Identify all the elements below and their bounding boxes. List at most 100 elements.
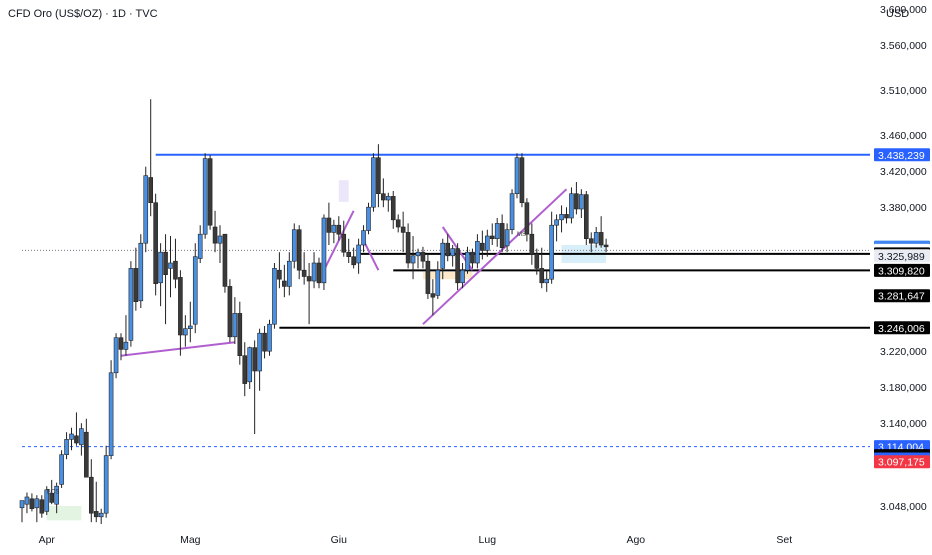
price-tag-bg	[874, 148, 930, 162]
candle-body	[296, 229, 302, 271]
candle-body	[272, 268, 277, 325]
candle-body	[242, 355, 248, 384]
candle-body	[544, 278, 550, 284]
y-tick-label: 3.560,000	[880, 40, 927, 52]
candle-body	[128, 268, 134, 341]
highlight-zone	[46, 506, 82, 521]
candle-body	[598, 232, 604, 246]
candle-body	[574, 193, 579, 210]
candle-body	[44, 489, 50, 512]
candle-body	[202, 158, 208, 235]
candle-body	[158, 251, 163, 284]
candle-body	[420, 251, 426, 262]
candle-body	[455, 248, 460, 284]
candle-body	[475, 241, 480, 264]
chart-annotation: BOS	[47, 489, 60, 495]
price-tag-bg	[874, 289, 930, 303]
candle-body	[539, 268, 545, 284]
candle-body	[19, 500, 25, 509]
chart-annotation: MS	[517, 232, 526, 238]
candle-body	[252, 347, 257, 372]
candle-body	[504, 229, 510, 247]
candle-body	[301, 269, 307, 277]
candle-body	[29, 498, 35, 509]
price-tag-bg	[874, 249, 930, 263]
candle-body	[89, 476, 94, 514]
y-tick-label: 3.140,000	[880, 418, 927, 430]
y-tick-label: 3.420,000	[880, 166, 927, 178]
price-tag: 3.309,820	[878, 265, 925, 277]
candle-body	[385, 196, 391, 201]
candle-body	[588, 238, 594, 244]
candle-body	[341, 233, 347, 253]
candle-body	[291, 229, 297, 262]
candle-body	[183, 328, 188, 336]
candle-body	[257, 332, 262, 372]
candle-body	[583, 194, 589, 240]
candle-body	[212, 226, 218, 244]
candle-body	[93, 511, 99, 518]
candle-body	[450, 248, 455, 257]
candle-body	[376, 157, 381, 194]
candle-body	[465, 251, 470, 271]
candle-body	[163, 251, 168, 275]
candle-body	[603, 244, 609, 248]
candle-body	[306, 276, 312, 282]
y-tick-label: 3.180,000	[880, 382, 927, 394]
candle-body	[480, 242, 485, 251]
candle-body	[197, 233, 203, 259]
candle-body	[326, 217, 332, 233]
candle-body	[509, 193, 515, 230]
candle-body	[494, 223, 500, 239]
candle-body	[178, 277, 183, 336]
price-tag: 3.438,239	[878, 150, 925, 162]
candle-body	[524, 202, 530, 235]
candle-body	[286, 260, 292, 287]
candle-body	[569, 193, 574, 219]
trendline	[422, 188, 568, 325]
candle-body	[64, 439, 69, 455]
candle-body	[237, 313, 243, 356]
candle-body	[445, 242, 451, 257]
candle-body	[514, 157, 520, 194]
highlight-zone	[338, 180, 349, 202]
chart-title: CFD Oro (US$/OZ) · 1D · TVC	[8, 8, 158, 20]
x-tick-label: Set	[776, 534, 792, 546]
candle-body	[400, 226, 406, 233]
candle-body	[168, 262, 173, 269]
candle-body	[593, 232, 599, 244]
candle-body	[153, 202, 158, 284]
candle-body	[405, 232, 411, 264]
x-tick-label: Mag	[180, 534, 201, 546]
candle-body	[118, 337, 124, 350]
candle-body	[534, 253, 540, 269]
candle-body	[425, 260, 431, 294]
candle-body	[356, 244, 361, 264]
candle-body	[321, 217, 327, 284]
candle-body	[470, 251, 475, 264]
candle-body	[277, 269, 282, 280]
x-tick-label: Apr	[39, 534, 56, 546]
candle-body	[108, 372, 114, 456]
candle-body	[529, 233, 535, 255]
candle-body	[361, 230, 366, 246]
y-tick-label: 3.220,000	[880, 346, 927, 358]
candle-body	[579, 194, 584, 210]
y-tick-label: 3.510,000	[880, 85, 927, 97]
candle-body	[148, 177, 153, 204]
candle-body	[564, 214, 569, 219]
candle-body	[79, 428, 84, 446]
candle-body	[222, 233, 228, 287]
candle-body	[351, 256, 356, 266]
candle-body	[173, 260, 178, 280]
candle-body	[207, 158, 213, 226]
candle-body	[39, 499, 45, 514]
candle-body	[549, 224, 554, 280]
price-tag: 3.325,989	[878, 251, 925, 263]
candle-body	[232, 313, 238, 338]
candle-body	[69, 433, 74, 440]
candle-body	[346, 251, 352, 257]
candle-body	[188, 325, 193, 329]
